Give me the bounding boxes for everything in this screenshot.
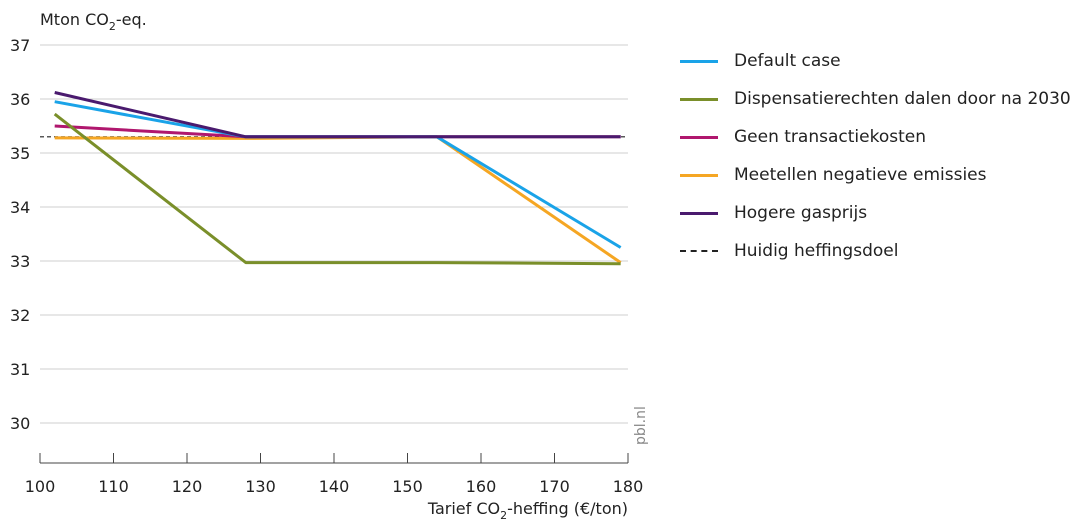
y-axis-title: Mton CO2-eq. xyxy=(40,10,147,33)
legend-label: Huidig heffingsdoel xyxy=(734,241,899,261)
series-line-geen-transactiekosten xyxy=(54,124,621,139)
legend: Default case Dispensatierechten dalen doo… xyxy=(680,42,1071,270)
series-line-meetellen-negatieve-emissies xyxy=(54,135,622,264)
legend-item: Hogere gasprijs xyxy=(680,194,1071,232)
series-line-hogere-gasprijs xyxy=(54,91,621,139)
legend-label: Dispensatierechten dalen door na 2030 xyxy=(734,89,1071,109)
x-tick-label: 100 xyxy=(25,477,56,496)
x-axis: 100 110 120 130 140 150 160 170 180 xyxy=(25,453,644,496)
legend-swatch xyxy=(680,173,718,177)
y-tick-label: 34 xyxy=(10,198,30,217)
y-tick-label: 37 xyxy=(10,36,30,55)
gridlines xyxy=(40,44,628,424)
legend-item: Meetellen negatieve emissies xyxy=(680,156,1071,194)
legend-item: Dispensatierechten dalen door na 2030 xyxy=(680,80,1071,118)
legend-label: Geen transactiekosten xyxy=(734,127,926,147)
x-tick-label: 120 xyxy=(172,477,203,496)
series-line-default-case xyxy=(54,100,622,249)
x-tick-label: 170 xyxy=(539,477,570,496)
legend-item: Geen transactiekosten xyxy=(680,118,1071,156)
y-tick-label: 32 xyxy=(10,306,30,325)
legend-swatch xyxy=(680,59,718,63)
y-tick-label: 33 xyxy=(10,252,30,271)
legend-swatch xyxy=(680,211,718,215)
x-tick-label: 130 xyxy=(245,477,276,496)
line-chart: 100 110 120 130 140 150 160 170 180 30 31 32 33 34 35… xyxy=(10,10,649,522)
x-axis-title: Tarief CO2-heffing (€/ton) xyxy=(427,499,628,522)
x-tick-label: 110 xyxy=(98,477,129,496)
y-axis: 30 31 32 33 34 35 36 37 xyxy=(10,36,30,433)
series-lines xyxy=(40,91,628,266)
watermark: pbl.nl xyxy=(633,406,649,445)
x-tick-label: 150 xyxy=(392,477,423,496)
x-tick-label: 180 xyxy=(613,477,644,496)
legend-item: Huidig heffingsdoel xyxy=(680,232,1071,270)
x-tick-label: 140 xyxy=(319,477,350,496)
legend-swatch xyxy=(680,97,718,101)
legend-label: Hogere gasprijs xyxy=(734,203,868,223)
legend-label: Meetellen negatieve emissies xyxy=(734,165,987,185)
y-tick-label: 30 xyxy=(10,414,30,433)
y-tick-label: 36 xyxy=(10,90,30,109)
legend-label: Default case xyxy=(734,51,841,71)
x-tick-label: 160 xyxy=(466,477,497,496)
y-tick-label: 35 xyxy=(10,144,30,163)
series-line-dispensatierechten-dalen-door-na-2030 xyxy=(53,112,621,266)
legend-item: Default case xyxy=(680,42,1071,80)
legend-swatch xyxy=(680,135,718,139)
y-tick-label: 31 xyxy=(10,360,30,379)
legend-swatch xyxy=(680,250,718,252)
